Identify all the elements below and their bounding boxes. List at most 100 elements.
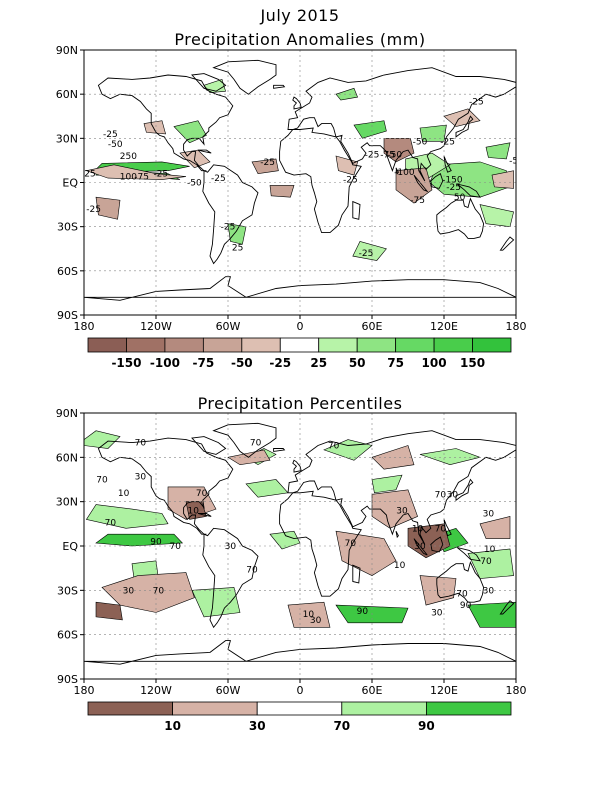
colorbar-label: 30 (249, 719, 266, 733)
coastline-greenland (212, 59, 277, 95)
colorbar-label: 10 (164, 719, 181, 733)
colorbar-swatch (87, 701, 173, 716)
dry-anomaly-region (95, 601, 123, 621)
dry-anomaly-region (269, 185, 295, 198)
colorbar-swatch (341, 701, 427, 716)
colorbar-swatch (241, 337, 281, 353)
colorbar-swatch (256, 701, 343, 716)
coastline-borneo (430, 536, 444, 553)
contour-label: 70 (328, 442, 340, 452)
y-tick-label: 30N (56, 132, 78, 145)
percentile-map-title: Precipitation Percentiles (197, 394, 403, 413)
contour-label: 70 (135, 439, 147, 449)
figure-title: July 2015 (260, 6, 340, 25)
colorbar-label: 70 (333, 719, 350, 733)
coastline-greenland (212, 422, 277, 458)
coastline-baffin (191, 73, 227, 92)
contour-label: -5 (509, 156, 518, 166)
contour-label: 10 (303, 610, 315, 620)
contour-label: -25 (211, 174, 226, 184)
coastline-antarctica (84, 640, 516, 665)
wet-anomaly-region (429, 161, 511, 198)
wet-anomaly-region (467, 548, 514, 579)
x-tick-label: 180 (506, 684, 527, 697)
dry-anomaly-region (443, 108, 481, 127)
colorbar-label: 150 (460, 356, 485, 370)
contour-label: 30 (396, 507, 408, 517)
colorbar-label: -25 (269, 356, 291, 370)
contour-label: 90 (460, 601, 472, 611)
coastline-philippines (443, 155, 452, 173)
contour-label: -25 (359, 249, 374, 259)
x-tick-label: 180 (74, 320, 95, 333)
contour-label: -100 (394, 168, 415, 178)
colorbar-label: 90 (418, 719, 435, 733)
dry-anomaly-region (371, 445, 415, 470)
coastline-africa (279, 490, 362, 597)
coastline-borneo (430, 173, 444, 189)
coastline-cuba (197, 513, 212, 517)
anomaly-colorbar: -150 -100 -75 -50 -25 25 50 75 100 150 (87, 337, 512, 370)
contour-label: 30 (483, 509, 495, 519)
coastline-newZealand (499, 600, 515, 615)
coastline-philippines (443, 519, 452, 537)
colorbar-swatch (202, 337, 243, 353)
colorbar-swatch (433, 337, 473, 353)
coastline-greatBritain (292, 459, 302, 473)
colorbar-swatch (472, 337, 512, 353)
wet-anomaly-region (485, 142, 511, 160)
contour-label: 70 (435, 490, 447, 500)
y-tick-label: 90N (56, 44, 78, 57)
coastline-sriLanka (395, 167, 399, 175)
contour-label: 250 (120, 152, 137, 162)
colorbar-label: 100 (422, 356, 447, 370)
colorbar-swatch (172, 701, 258, 716)
contour-label: 70 (250, 439, 262, 449)
contour-label: 30 (414, 542, 426, 552)
x-tick-label: 120W (140, 320, 172, 333)
contour-label: -25 (153, 170, 168, 180)
contour-label: 10 (484, 545, 496, 555)
contour-label: 70 (480, 557, 492, 567)
contour-label: -25 (86, 205, 101, 215)
contour-label: -75 (410, 196, 425, 206)
contour-label: 70 (456, 589, 468, 599)
colorbar-swatch (279, 337, 320, 353)
coastline-newGuinea (456, 547, 481, 562)
colorbar-swatch (87, 337, 127, 353)
y-tick-label: EQ (62, 540, 78, 553)
contour-label: 70 (153, 586, 165, 596)
coastline-southAmerica (202, 527, 259, 629)
dry-anomaly-region (479, 516, 511, 539)
y-tick-label: 60N (56, 88, 78, 101)
contour-label: 30 (135, 473, 147, 483)
contour-label: -50 (387, 151, 402, 161)
x-tick-label: 60W (216, 320, 241, 333)
y-tick-label: 30S (57, 584, 78, 597)
contour-label: 30 (447, 490, 459, 500)
y-tick-label: 60S (57, 265, 78, 278)
contour-label: 25 (84, 170, 95, 180)
contour-label: -150 (442, 176, 463, 186)
contour-label: 70 (96, 476, 108, 486)
contour-label: 10 (118, 489, 130, 499)
x-tick-label: 180 (506, 320, 527, 333)
coastline-antarctica (84, 276, 516, 301)
x-tick-label: 60E (362, 684, 383, 697)
contour-label: 30 (431, 609, 443, 619)
x-tick-label: 120E (430, 320, 458, 333)
wet-anomaly-region (85, 504, 169, 529)
contour-label: -50 (187, 179, 202, 189)
x-tick-label: 60W (216, 684, 241, 697)
x-tick-label: 120W (140, 684, 172, 697)
coastline-africa (279, 127, 362, 234)
coastline-northAmerica (97, 74, 234, 172)
colorbar-swatch (395, 337, 435, 353)
x-tick-label: 0 (297, 684, 304, 697)
wet-anomaly-region (173, 120, 207, 144)
coastline-japan (455, 478, 474, 502)
dry-anomaly-region (371, 489, 418, 529)
